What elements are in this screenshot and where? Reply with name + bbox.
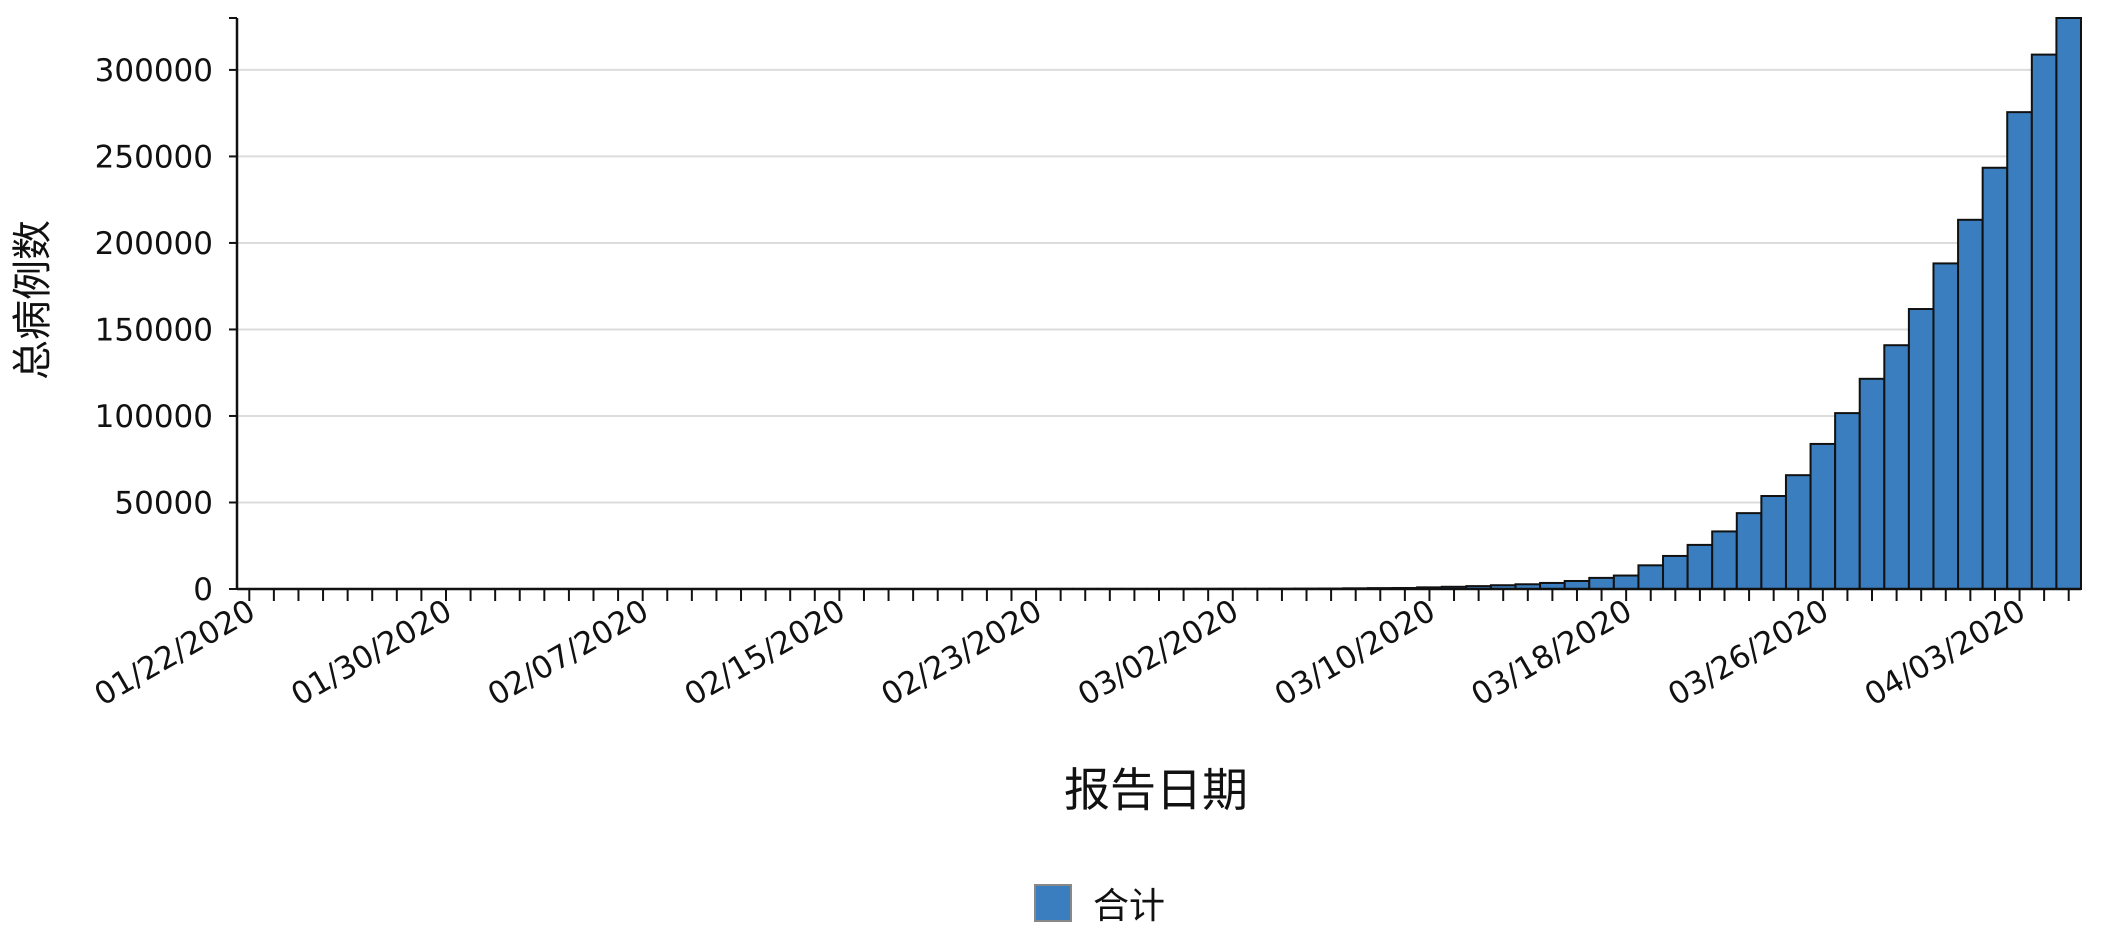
bar bbox=[1588, 576, 1615, 591]
x-tick-label: 03/18/2020 bbox=[1465, 593, 1638, 714]
x-tick-label: 03/26/2020 bbox=[1662, 593, 1835, 714]
bar bbox=[1686, 543, 1714, 591]
x-tick-label: 01/22/2020 bbox=[89, 593, 262, 714]
y-tick-label: 150000 bbox=[95, 312, 213, 348]
x-tick-labels: 01/22/2020 01/30/2020 02/07/2020 02/15/2020… bbox=[89, 593, 2032, 714]
bars bbox=[334, 17, 2082, 591]
x-tick-label: 03/02/2020 bbox=[1072, 593, 1245, 714]
bar bbox=[2030, 53, 2058, 591]
y-axis-title: 总病例数 bbox=[10, 220, 56, 380]
bar bbox=[1784, 474, 1812, 590]
bar bbox=[2006, 111, 2033, 591]
x-tick-label: 04/03/2020 bbox=[1859, 593, 2032, 714]
x-tick-label: 01/30/2020 bbox=[285, 593, 458, 714]
y-tick-label: 300000 bbox=[95, 53, 213, 89]
y-tick-label: 50000 bbox=[114, 485, 213, 521]
bar bbox=[1662, 554, 1689, 591]
x-axis-title: 报告日期 bbox=[1064, 763, 1248, 817]
x-tick-label: 03/10/2020 bbox=[1269, 593, 1442, 714]
gridlines bbox=[237, 68, 2081, 504]
bar bbox=[1612, 574, 1640, 591]
bar bbox=[1858, 377, 1886, 590]
bar bbox=[1735, 512, 1763, 591]
y-tick-label: 250000 bbox=[95, 139, 213, 175]
axes bbox=[229, 17, 2081, 601]
bar bbox=[1711, 530, 1738, 590]
y-tick-labels: 0 50000 100000 150000 200000 250000 300000 bbox=[95, 53, 213, 608]
bar bbox=[1907, 308, 1935, 590]
bar bbox=[1760, 495, 1787, 591]
y-tick-label: 200000 bbox=[95, 226, 213, 262]
bar bbox=[1883, 344, 1910, 590]
y-tick-label: 0 bbox=[193, 572, 213, 608]
x-tick-label: 02/23/2020 bbox=[875, 593, 1048, 714]
bar bbox=[2055, 17, 2082, 590]
legend: 合计 bbox=[1034, 884, 1165, 927]
bar bbox=[1932, 262, 1960, 590]
y-tick-label: 100000 bbox=[95, 399, 213, 435]
x-tick-label: 02/15/2020 bbox=[679, 593, 852, 714]
legend-label: 合计 bbox=[1093, 886, 1165, 927]
bar bbox=[1981, 166, 2009, 590]
bar bbox=[1834, 412, 1861, 590]
bar bbox=[1637, 564, 1665, 591]
bar bbox=[1809, 442, 1837, 590]
x-tick-label: 02/07/2020 bbox=[482, 593, 655, 714]
bar bbox=[1957, 218, 1984, 591]
legend-swatch bbox=[1034, 884, 1072, 922]
